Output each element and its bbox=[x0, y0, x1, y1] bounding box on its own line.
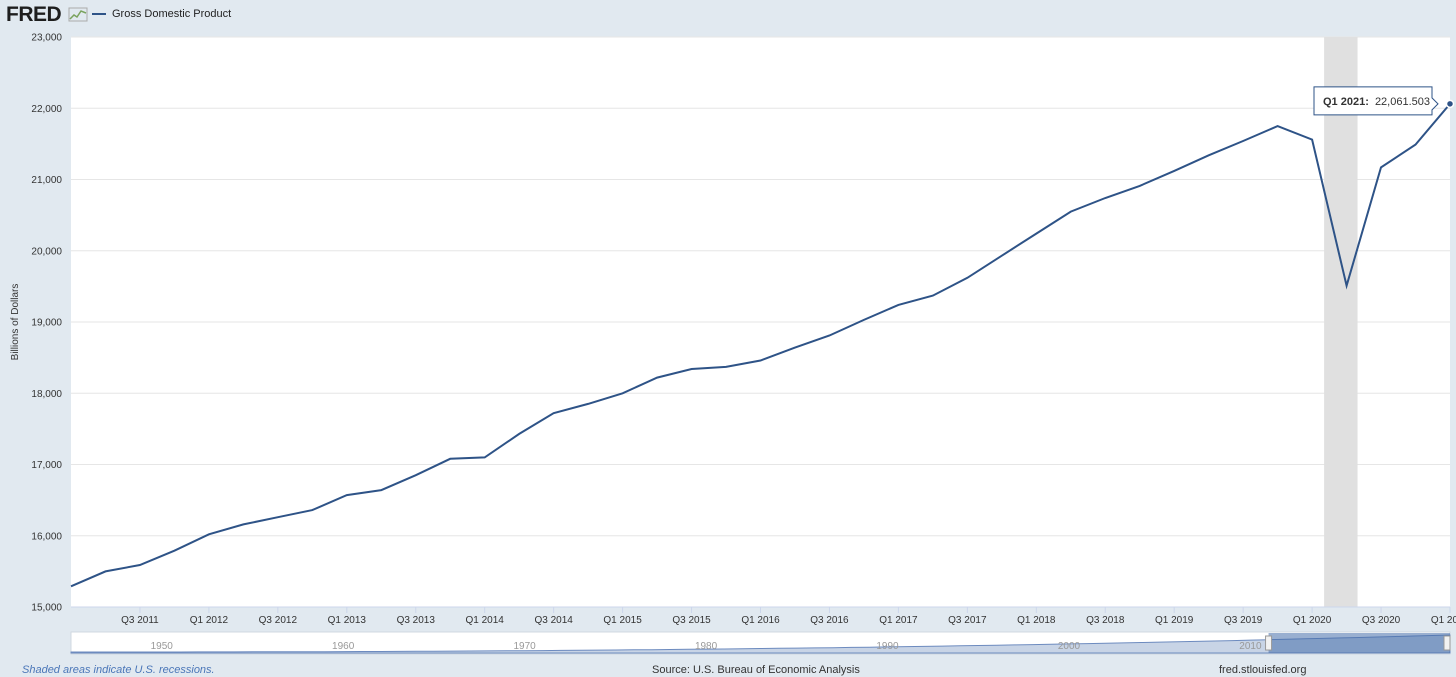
x-tick-label: Q3 2011 bbox=[121, 615, 159, 626]
tooltip-text: Q1 2021: 22,061.503 bbox=[1323, 96, 1430, 108]
navigator-tick-label: 1970 bbox=[513, 641, 536, 652]
x-tick-label: Q3 2016 bbox=[810, 615, 849, 626]
tooltip-label: Q1 2021: bbox=[1323, 96, 1369, 108]
tooltip-box bbox=[1313, 86, 1439, 116]
x-tick-label: Q3 2014 bbox=[534, 615, 573, 626]
x-tick-label: Q1 2018 bbox=[1017, 615, 1056, 626]
navigator-tick-label: 1950 bbox=[151, 641, 174, 652]
x-tick-label: Q3 2019 bbox=[1224, 615, 1263, 626]
gdp-series-line[interactable] bbox=[70, 103, 1451, 588]
source-note[interactable]: Source: U.S. Bureau of Economic Analysis bbox=[652, 664, 860, 676]
recession-band bbox=[1324, 37, 1358, 607]
x-tick-label: Q1 2019 bbox=[1155, 615, 1194, 626]
y-axis: 15,000 16,000 17,000 18,000 19,000 20,000 21,0… bbox=[31, 33, 62, 614]
legend-swatch bbox=[92, 13, 106, 15]
y-axis-label: Billions of Dollars bbox=[10, 284, 21, 361]
x-tick-label: Q3 2017 bbox=[948, 615, 987, 626]
chart-footer: Shaded areas indicate U.S. recessions. S… bbox=[0, 662, 1456, 677]
navigator-tick-label: 1980 bbox=[695, 641, 718, 652]
navigator-tick-label: 2010 bbox=[1239, 641, 1262, 652]
navigator-selection[interactable] bbox=[1268, 633, 1450, 653]
x-tick-label: Q1 2013 bbox=[328, 615, 367, 626]
range-navigator[interactable]: 1950 1960 1970 1980 1990 2000 2010 bbox=[70, 631, 1451, 655]
recession-note: Shaded areas indicate U.S. recessions. bbox=[22, 664, 215, 676]
y-tick-label: 17,000 bbox=[31, 460, 62, 471]
fred-logo[interactable]: FRED bbox=[6, 3, 62, 26]
recession-shading bbox=[1324, 37, 1358, 607]
x-tick-label: Q3 2012 bbox=[259, 615, 298, 626]
navigator-tick-label: 1990 bbox=[876, 641, 899, 652]
navigator-area bbox=[70, 634, 1451, 654]
navigator-handle-right[interactable] bbox=[1443, 635, 1451, 651]
navigator-handle-left[interactable] bbox=[1265, 635, 1273, 651]
y-tick-label: 22,000 bbox=[31, 104, 62, 115]
y-tick-label: 20,000 bbox=[31, 246, 62, 257]
x-tick-label: Q1 2015 bbox=[603, 615, 642, 626]
navigator-tick-label: 1960 bbox=[332, 641, 355, 652]
site-link[interactable]: fred.stlouisfed.org bbox=[1219, 664, 1307, 676]
navigator-ticks: 1950 1960 1970 1980 1990 2000 2010 bbox=[151, 641, 1262, 652]
x-tick-label: Q1 2012 bbox=[190, 615, 229, 626]
x-tick-label: Q1 2014 bbox=[466, 615, 505, 626]
y-tick-label: 21,000 bbox=[31, 175, 62, 186]
gdp-chart: 15,000 16,000 17,000 18,000 19,000 20,000 21,0… bbox=[10, 33, 1456, 655]
tooltip: Q1 2021: 22,061.503 bbox=[1313, 86, 1439, 116]
x-tick-label: Q3 2018 bbox=[1086, 615, 1125, 626]
tooltip-value: 22,061.503 bbox=[1375, 96, 1430, 108]
hover-point-marker[interactable] bbox=[1445, 99, 1455, 109]
x-tick-label: Q3 2020 bbox=[1362, 615, 1401, 626]
x-axis: Q3 2011 Q1 2012 Q3 2012 Q1 2013 Q3 2013 Q1 20… bbox=[71, 606, 1456, 626]
x-tick-label: Q1 2020 bbox=[1293, 615, 1332, 626]
x-tick-label: Q1 2016 bbox=[741, 615, 780, 626]
x-tick-label: Q3 2015 bbox=[672, 615, 711, 626]
chart-header: FRED Gross Domestic Product bbox=[0, 0, 1456, 30]
x-tick-label: Q1 2021 bbox=[1431, 615, 1456, 626]
legend: Gross Domestic Product bbox=[92, 8, 231, 20]
x-tick-label: Q1 2017 bbox=[879, 615, 918, 626]
fred-chart-logo-icon bbox=[68, 7, 88, 22]
legend-label: Gross Domestic Product bbox=[112, 8, 232, 20]
y-tick-label: 18,000 bbox=[31, 389, 62, 400]
y-tick-label: 16,000 bbox=[31, 531, 62, 542]
y-tick-label: 19,000 bbox=[31, 318, 62, 329]
y-tick-label: 23,000 bbox=[31, 33, 62, 44]
x-tick-label: Q3 2013 bbox=[397, 615, 436, 626]
navigator-tick-label: 2000 bbox=[1058, 641, 1081, 652]
y-tick-label: 15,000 bbox=[31, 603, 62, 614]
